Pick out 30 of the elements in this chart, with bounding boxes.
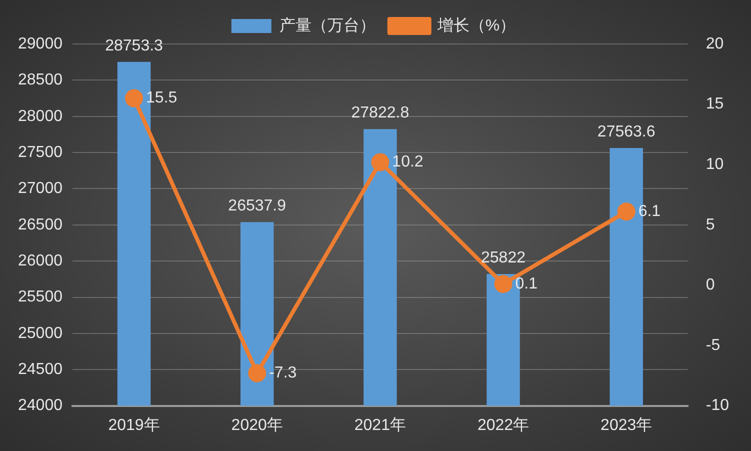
y-tick-label: 28000 (18, 108, 63, 125)
y-tick-label: 26000 (18, 252, 63, 270)
legend-label: 增长（%） (436, 16, 516, 34)
y2-tick-label: 5 (706, 216, 715, 234)
y-tick-label: 28500 (18, 72, 63, 89)
y2-tick-label: 15 (706, 96, 724, 113)
y2-tick-label: -5 (706, 336, 720, 354)
y-tick-label: 27000 (18, 180, 63, 198)
x-tick-label: 2019年 (108, 416, 160, 434)
y-tick-label: 27500 (18, 144, 63, 161)
y2-tick-label: 10 (706, 156, 724, 174)
legend-label: 产量（万台） (279, 16, 376, 34)
y2-tick-label: 20 (706, 35, 724, 52)
y-tick-label: 25500 (18, 288, 63, 306)
x-tick-label: 2020年 (231, 416, 283, 434)
x-tick-label: 2022年 (477, 416, 530, 434)
data-label: 28753.3 (105, 37, 164, 54)
y-tick-label: 24500 (18, 361, 63, 378)
y2-tick-label: 0 (706, 276, 715, 294)
x-tick-label: 2021年 (354, 416, 406, 434)
y-tick-label: 24000 (18, 397, 63, 414)
y-tick-label: 29000 (18, 35, 63, 52)
data-label: 26537.9 (228, 198, 286, 215)
data-label: 27822.8 (351, 104, 410, 122)
y-tick-label: 25000 (18, 324, 63, 342)
x-tick-label: 2023年 (600, 416, 652, 434)
y2-tick-label: -10 (706, 397, 730, 414)
data-label: 25822 (481, 249, 526, 266)
y-tick-label: 26500 (18, 216, 63, 234)
data-label: 27563.6 (597, 123, 656, 140)
